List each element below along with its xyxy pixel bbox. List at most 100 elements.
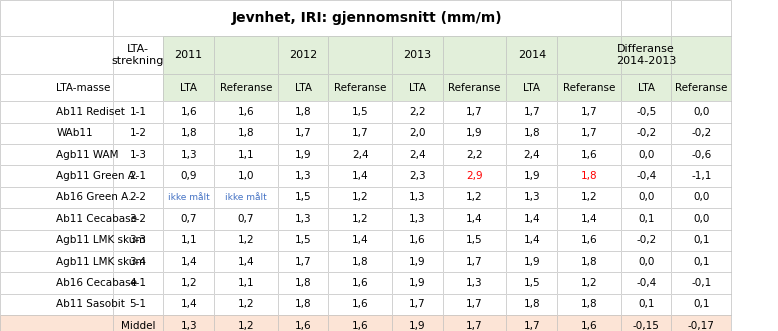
Text: -0,4: -0,4 <box>636 171 657 181</box>
Bar <box>163 251 214 272</box>
Text: Agb11 LMK skum: Agb11 LMK skum <box>57 235 146 245</box>
Bar <box>671 36 731 74</box>
Text: 2,2: 2,2 <box>409 107 426 117</box>
Text: 1,2: 1,2 <box>352 192 369 203</box>
Text: 2,4: 2,4 <box>409 150 426 160</box>
Bar <box>506 144 557 165</box>
Text: Ab16 Green A.: Ab16 Green A. <box>57 192 132 203</box>
Text: 3-3: 3-3 <box>130 235 146 245</box>
Bar <box>671 122 731 144</box>
Bar <box>506 230 557 251</box>
Bar <box>113 0 621 36</box>
Text: 1-3: 1-3 <box>130 150 146 160</box>
Bar <box>392 74 443 101</box>
Bar <box>392 36 443 74</box>
Text: 2,2: 2,2 <box>466 150 483 160</box>
Text: 1,2: 1,2 <box>180 278 197 288</box>
Bar <box>506 144 557 165</box>
Text: -0,2: -0,2 <box>691 128 712 138</box>
Bar <box>557 315 621 331</box>
Bar <box>113 187 163 208</box>
Bar <box>278 272 328 294</box>
Text: 1,8: 1,8 <box>180 128 197 138</box>
Bar <box>392 315 443 331</box>
Bar <box>621 272 671 294</box>
Bar <box>163 74 214 101</box>
Text: 1,7: 1,7 <box>524 107 540 117</box>
Bar <box>278 315 328 331</box>
Bar <box>0 315 113 331</box>
Text: 1,6: 1,6 <box>180 107 197 117</box>
Bar <box>214 315 278 331</box>
Bar <box>328 144 392 165</box>
Text: -0,6: -0,6 <box>691 150 712 160</box>
Text: 1,2: 1,2 <box>237 321 254 331</box>
Text: 1,8: 1,8 <box>580 257 598 267</box>
Bar <box>214 251 278 272</box>
Bar <box>163 144 214 165</box>
Bar <box>443 144 506 165</box>
Bar <box>557 122 621 144</box>
Bar <box>113 230 163 251</box>
Text: 0,0: 0,0 <box>638 192 654 203</box>
Bar <box>392 251 443 272</box>
Text: 1,4: 1,4 <box>180 257 197 267</box>
Text: 2013: 2013 <box>403 50 432 60</box>
Bar <box>214 294 278 315</box>
Text: 1,3: 1,3 <box>409 192 426 203</box>
Bar <box>621 230 671 251</box>
Bar <box>163 74 214 101</box>
Bar <box>443 165 506 187</box>
Text: 1,7: 1,7 <box>580 107 598 117</box>
Bar <box>443 36 506 74</box>
Text: 1,8: 1,8 <box>524 128 540 138</box>
Bar <box>278 144 328 165</box>
Bar <box>392 144 443 165</box>
Text: 1,2: 1,2 <box>580 278 598 288</box>
Text: LTA-
strekning: LTA- strekning <box>112 44 164 66</box>
Bar <box>163 165 214 187</box>
Bar <box>621 0 671 36</box>
Text: LTA: LTA <box>409 83 426 93</box>
Bar <box>443 74 506 101</box>
Bar <box>671 208 731 230</box>
Bar <box>621 294 671 315</box>
Bar <box>113 74 163 101</box>
Bar <box>621 74 671 101</box>
Text: 1,5: 1,5 <box>524 278 540 288</box>
Text: 1,6: 1,6 <box>237 107 254 117</box>
Bar <box>443 122 506 144</box>
Bar <box>0 208 113 230</box>
Text: LTA: LTA <box>638 83 654 93</box>
Bar <box>506 251 557 272</box>
Bar <box>671 74 731 101</box>
Bar <box>621 187 671 208</box>
Text: 1,7: 1,7 <box>466 300 483 309</box>
Bar <box>0 251 113 272</box>
Bar <box>113 230 163 251</box>
Bar <box>557 251 621 272</box>
Text: 1,6: 1,6 <box>295 321 311 331</box>
Bar <box>278 144 328 165</box>
Text: 5-1: 5-1 <box>130 300 146 309</box>
Bar <box>671 0 731 36</box>
Bar <box>163 208 214 230</box>
Bar <box>392 272 443 294</box>
Bar <box>113 208 163 230</box>
Bar <box>113 36 163 74</box>
Text: 1,9: 1,9 <box>409 321 426 331</box>
Text: 1,4: 1,4 <box>352 235 369 245</box>
Bar <box>392 208 443 230</box>
Text: Ab11 Rediset: Ab11 Rediset <box>57 107 125 117</box>
Bar <box>0 272 113 294</box>
Bar <box>214 36 278 74</box>
Bar <box>328 122 392 144</box>
Bar <box>506 294 557 315</box>
Bar <box>278 251 328 272</box>
Text: 2,4: 2,4 <box>352 150 369 160</box>
Bar <box>278 272 328 294</box>
Text: 1,4: 1,4 <box>237 257 254 267</box>
Bar <box>621 122 671 144</box>
Text: 1,9: 1,9 <box>524 171 540 181</box>
Bar <box>443 187 506 208</box>
